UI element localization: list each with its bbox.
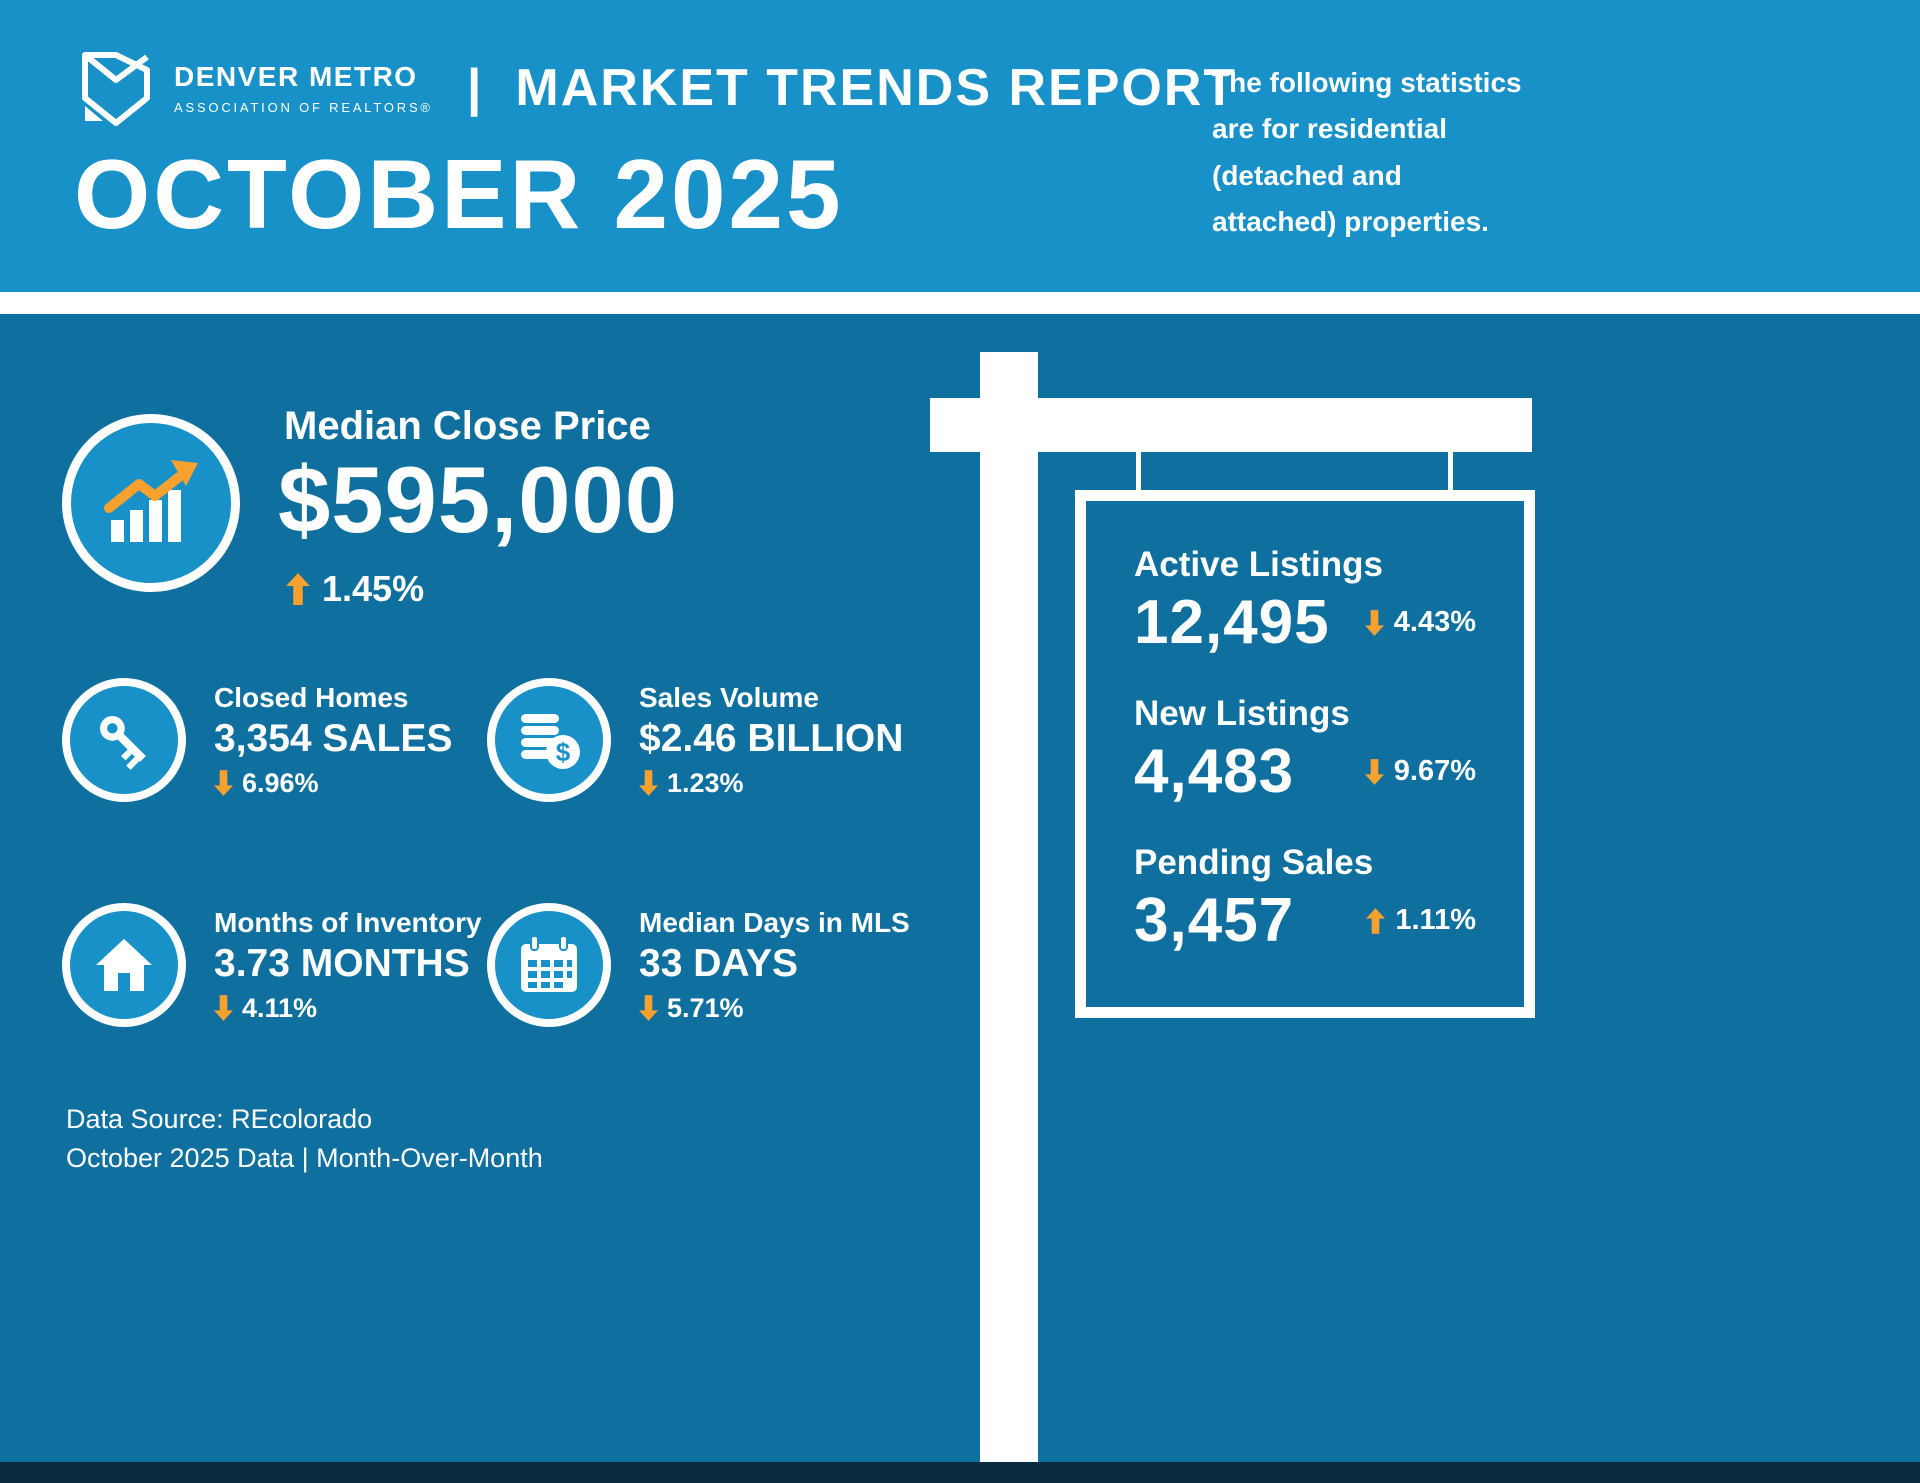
down-arrow-icon (1364, 609, 1384, 636)
stat-closed-homes: Closed Homes 3,354 SALES 6.96% (62, 678, 452, 802)
new-listings-change: 9.67% (1364, 755, 1476, 788)
active-listings-value-row: 12,495 4.43% (1134, 587, 1476, 658)
sales-volume-value: $2.46 BILLION (639, 716, 904, 760)
stat-sales-volume: $ Sales Volume $2.46 BILLION 1.23% (487, 678, 903, 802)
month-title: OCTOBER 2025 (74, 139, 844, 249)
pending-sales-label: Pending Sales (1134, 843, 1374, 882)
dmar-logo-icon (82, 52, 150, 126)
disclaimer-line: attached) properties. (1212, 206, 1489, 238)
closed-homes-icon-circle (62, 678, 186, 802)
stat-months-of-inventory: Months of Inventory 3.73 MONTHS 4.11% (62, 903, 482, 1027)
median-days-change-value: 5.71% (667, 992, 744, 1023)
median-close-price-label: Median Close Price (284, 404, 651, 448)
months-of-inventory-icon-circle (62, 903, 186, 1027)
down-arrow-icon (1364, 758, 1384, 785)
sales-volume-icon-circle: $ (487, 678, 611, 802)
header-band: DENVER METRO ASSOCIATION OF REALTORS® | … (0, 0, 1920, 292)
months-of-inventory-change-value: 4.11% (242, 992, 318, 1023)
active-listings-label: Active Listings (1134, 545, 1383, 584)
months-of-inventory-value: 3.73 MONTHS (214, 941, 470, 985)
svg-text:$: $ (556, 737, 571, 767)
stat-text: Months of Inventory 3.73 MONTHS 4.11% (214, 907, 482, 1024)
title-separator: | (466, 59, 482, 117)
brand-text: DENVER METRO ASSOCIATION OF REALTORS® (174, 61, 433, 115)
key-icon (99, 715, 146, 770)
closed-homes-value: 3,354 SALES (214, 716, 453, 760)
signpost-horizontal-beam (930, 398, 1532, 452)
house-icon (96, 939, 152, 991)
down-arrow-icon (214, 995, 233, 1021)
disclaimer-line: are for residential (1212, 113, 1447, 145)
median-close-price-change: 1.45% (286, 568, 424, 610)
closed-homes-change-value: 6.96% (242, 767, 319, 798)
stat-text: Median Days in MLS 33 DAYS 5.71% (639, 907, 910, 1024)
new-listings-label: New Listings (1134, 694, 1350, 733)
pending-sales-value: 3,457 (1134, 886, 1295, 955)
pending-sales-change: 1.11% (1366, 904, 1476, 937)
sign-hanger-left (1136, 452, 1141, 492)
calendar-icon (521, 935, 577, 992)
median-days-change: 5.71% (639, 993, 910, 1024)
brand-subtitle: ASSOCIATION OF REALTORS® (174, 100, 433, 115)
signpost-vertical-post (980, 352, 1038, 1462)
sales-volume-change: 1.23% (639, 768, 903, 799)
up-arrow-icon (1366, 907, 1386, 934)
data-source-block: Data Source: REcolorado October 2025 Dat… (66, 1100, 543, 1178)
median-close-price-value: $595,000 (278, 447, 679, 552)
sign-row-pending-sales: Pending Sales 3,457 1.11% (1134, 843, 1476, 956)
median-days-icon-circle (487, 903, 611, 1027)
median-close-price-change-value: 1.45% (322, 568, 425, 609)
bar-chart-trend-up-icon (104, 460, 198, 542)
stat-text: Sales Volume $2.46 BILLION 1.23% (639, 682, 903, 799)
stat-text: Closed Homes 3,354 SALES 6.96% (214, 682, 452, 799)
coins-dollar-icon: $ (521, 714, 580, 769)
months-of-inventory-change: 4.11% (214, 993, 482, 1024)
header-top-row: DENVER METRO ASSOCIATION OF REALTORS® | … (78, 48, 1237, 128)
bottom-dark-band (0, 1462, 1920, 1483)
sign-row-new-listings: New Listings 4,483 9.67% (1134, 694, 1476, 807)
months-of-inventory-label: Months of Inventory (214, 906, 482, 938)
median-days-value: 33 DAYS (639, 941, 798, 985)
report-title: MARKET TRENDS REPORT (515, 59, 1238, 117)
new-listings-value-row: 4,483 9.67% (1134, 736, 1476, 807)
data-period-line: October 2025 Data | Month-Over-Month (66, 1143, 543, 1174)
divider-strip (0, 292, 1920, 314)
disclaimer-line: (detached and (1212, 159, 1402, 191)
sales-volume-change-value: 1.23% (667, 767, 744, 798)
listings-sign-board: Active Listings 12,495 4.43% New Listing… (1075, 490, 1535, 1018)
disclaimer-text: The following statistics are for residen… (1212, 60, 1572, 246)
up-arrow-icon (286, 573, 310, 605)
down-arrow-icon (214, 770, 233, 796)
pending-sales-change-value: 1.11% (1395, 904, 1476, 936)
sales-volume-label: Sales Volume (639, 681, 820, 713)
active-listings-change: 4.43% (1364, 606, 1476, 639)
new-listings-change-value: 9.67% (1393, 755, 1476, 787)
median-close-price-icon-circle (62, 414, 240, 592)
median-days-label: Median Days in MLS (639, 906, 910, 938)
down-arrow-icon (639, 770, 658, 796)
sign-hanger-right (1448, 452, 1453, 492)
active-listings-value: 12,495 (1134, 588, 1330, 657)
closed-homes-label: Closed Homes (214, 681, 409, 713)
down-arrow-icon (639, 995, 658, 1021)
brand: DENVER METRO ASSOCIATION OF REALTORS® (78, 48, 433, 128)
data-source-line: Data Source: REcolorado (66, 1104, 373, 1134)
pending-sales-value-row: 3,457 1.11% (1134, 885, 1476, 956)
stat-median-days-in-mls: Median Days in MLS 33 DAYS 5.71% (487, 903, 910, 1027)
new-listings-value: 4,483 (1134, 737, 1295, 806)
active-listings-change-value: 4.43% (1393, 606, 1476, 638)
closed-homes-change: 6.96% (214, 768, 452, 799)
disclaimer-line: The following statistics (1212, 67, 1522, 98)
sign-row-active-listings: Active Listings 12,495 4.43% (1134, 545, 1476, 658)
brand-name: DENVER METRO (174, 61, 418, 92)
